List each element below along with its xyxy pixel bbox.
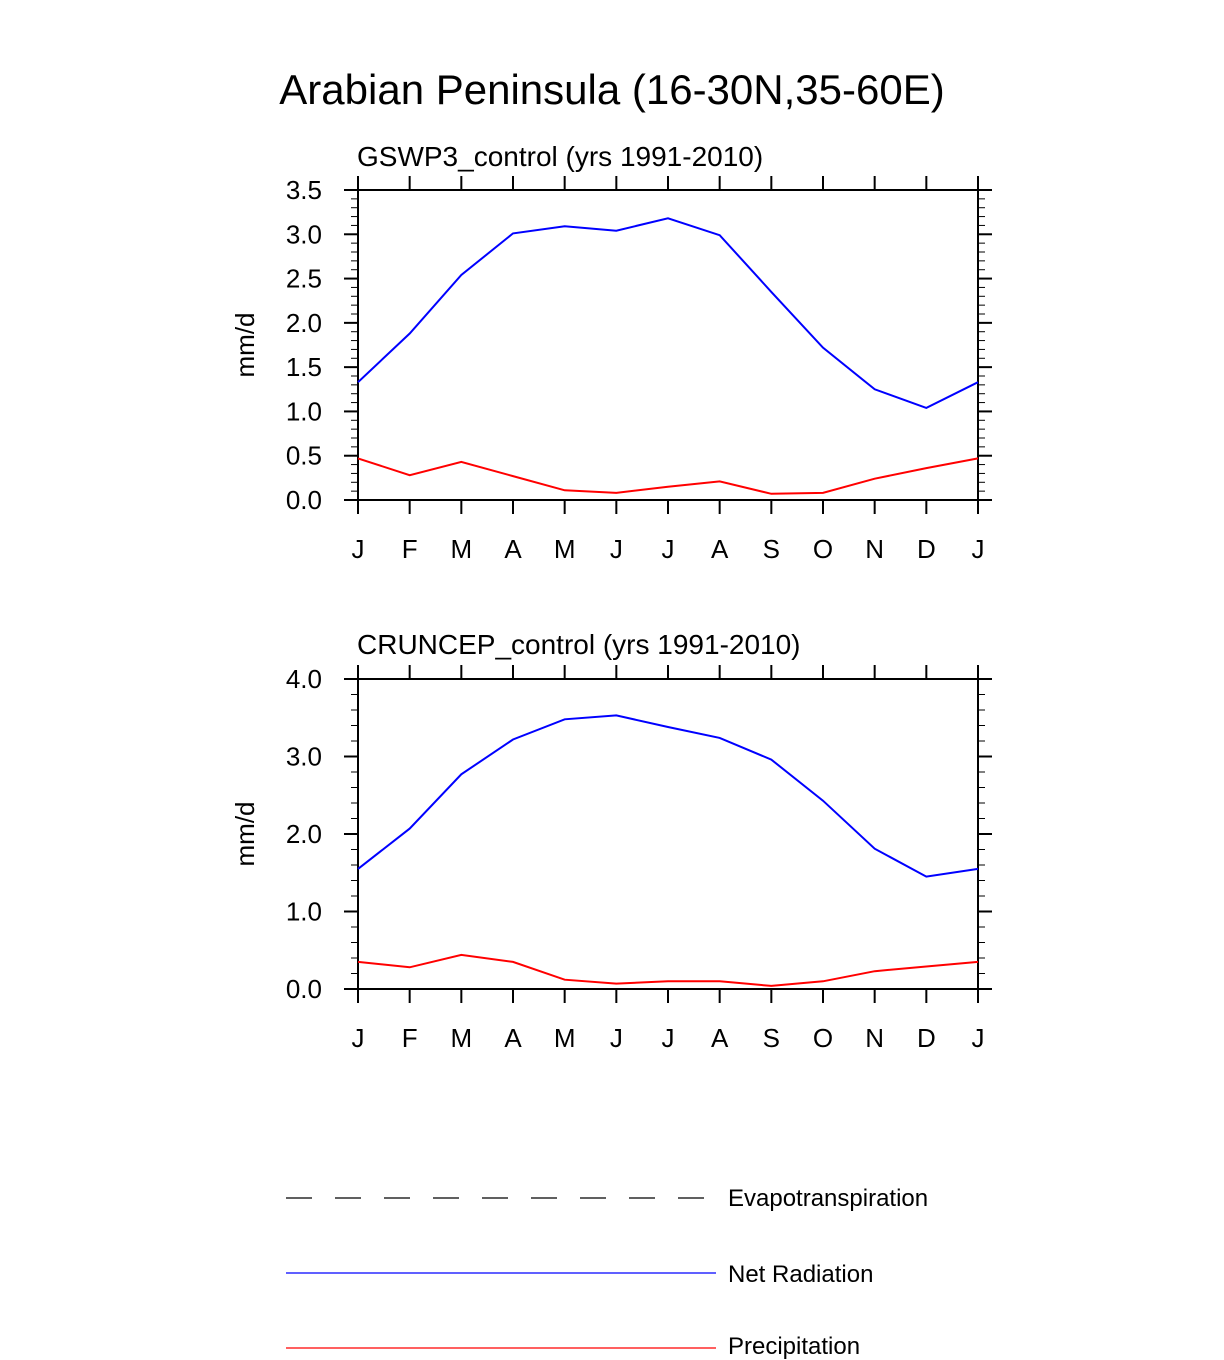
x-tick-label: M — [450, 534, 472, 564]
x-tick-label: S — [763, 534, 780, 564]
main-title: Arabian Peninsula (16-30N,35-60E) — [279, 66, 944, 113]
x-tick-label: D — [917, 1023, 936, 1053]
y-tick-label: 2.5 — [286, 264, 322, 294]
legend-label-net-radiation: Net Radiation — [728, 1261, 873, 1288]
x-tick-label: J — [662, 534, 675, 564]
x-tick-label: A — [711, 534, 729, 564]
x-tick-label: N — [865, 534, 884, 564]
x-tick-label: A — [504, 534, 522, 564]
y-tick-label: 1.0 — [286, 396, 322, 426]
x-tick-label: F — [402, 534, 418, 564]
x-tick-label: A — [504, 1023, 522, 1053]
x-tick-label: J — [352, 1023, 365, 1053]
legend-label-evapotranspiration: Evapotranspiration — [728, 1185, 928, 1212]
y-tick-label: 0.5 — [286, 441, 322, 471]
y-tick-label: 3.5 — [286, 175, 322, 205]
x-tick-label: J — [352, 534, 365, 564]
x-tick-label: M — [554, 1023, 576, 1053]
y-axis-label: mm/d — [230, 802, 260, 867]
y-tick-label: 3.0 — [286, 742, 322, 772]
plot-frame — [357, 678, 979, 990]
x-tick-label: O — [813, 1023, 833, 1053]
plot-frame — [357, 189, 979, 501]
x-tick-label: D — [917, 534, 936, 564]
y-tick-label: 4.0 — [286, 664, 322, 694]
panel-title: CRUNCEP_control (yrs 1991-2010) — [357, 629, 801, 660]
x-tick-label: M — [450, 1023, 472, 1053]
x-tick-label: M — [554, 534, 576, 564]
x-tick-label: J — [972, 534, 985, 564]
series-line-precipitation — [357, 457, 979, 495]
x-tick-label: F — [402, 1023, 418, 1053]
legend: Evapotranspiration Net Radiation Precipi… — [286, 1185, 928, 1360]
panel-gswp3: GSWP3_control (yrs 1991-2010) mm/d 0.0 0.… — [230, 141, 992, 564]
series-line-net-radiation — [357, 714, 979, 878]
y-tick-label: 1.5 — [286, 352, 322, 382]
y-tick-label: 0.0 — [286, 485, 322, 515]
panel-cruncep: CRUNCEP_control (yrs 1991-2010) mm/d 0.0… — [230, 629, 992, 1053]
y-tick-label: 2.0 — [286, 819, 322, 849]
x-tick-label: J — [662, 1023, 675, 1053]
x-tick-label: J — [610, 534, 623, 564]
x-tick-label: J — [610, 1023, 623, 1053]
y-tick-label: 3.0 — [286, 219, 322, 249]
x-tick-label: A — [711, 1023, 729, 1053]
y-axis-label: mm/d — [230, 313, 260, 378]
legend-label-precipitation: Precipitation — [728, 1333, 860, 1360]
y-tick-label: 0.0 — [286, 974, 322, 1004]
y-tick-label: 1.0 — [286, 897, 322, 927]
x-tick-label: O — [813, 534, 833, 564]
x-tick-label: N — [865, 1023, 884, 1053]
y-tick-label: 2.0 — [286, 308, 322, 338]
series-line-precipitation — [357, 953, 979, 987]
panel-title: GSWP3_control (yrs 1991-2010) — [357, 141, 763, 172]
x-tick-label: S — [763, 1023, 780, 1053]
series-line-net-radiation — [357, 217, 979, 409]
x-tick-label: J — [972, 1023, 985, 1053]
